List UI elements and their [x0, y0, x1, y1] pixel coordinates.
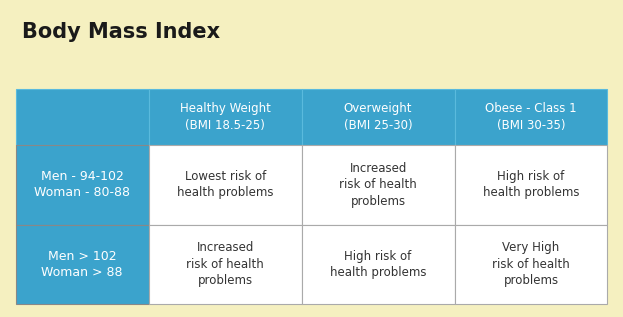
Text: Obese - Class 1
(BMI 30-35): Obese - Class 1 (BMI 30-35)	[485, 102, 577, 132]
FancyBboxPatch shape	[455, 145, 607, 224]
Text: High risk of
health problems: High risk of health problems	[330, 250, 426, 279]
Text: Body Mass Index: Body Mass Index	[22, 22, 220, 42]
FancyBboxPatch shape	[149, 145, 302, 224]
FancyBboxPatch shape	[455, 89, 607, 145]
FancyBboxPatch shape	[302, 89, 455, 145]
FancyBboxPatch shape	[149, 224, 302, 304]
Text: Increased
risk of health
problems: Increased risk of health problems	[186, 242, 264, 288]
FancyBboxPatch shape	[302, 145, 455, 224]
FancyBboxPatch shape	[16, 145, 149, 224]
Text: Increased
risk of health
problems: Increased risk of health problems	[339, 162, 417, 208]
Text: Men > 102
Woman > 88: Men > 102 Woman > 88	[41, 250, 123, 279]
FancyBboxPatch shape	[455, 224, 607, 304]
FancyBboxPatch shape	[16, 89, 149, 145]
Text: Healthy Weight
(BMI 18.5-25): Healthy Weight (BMI 18.5-25)	[180, 102, 270, 132]
FancyBboxPatch shape	[149, 89, 302, 145]
Text: Lowest risk of
health problems: Lowest risk of health problems	[177, 170, 273, 199]
Text: Men - 94-102
Woman - 80-88: Men - 94-102 Woman - 80-88	[34, 170, 130, 199]
Text: High risk of
health problems: High risk of health problems	[483, 170, 579, 199]
Text: Overweight
(BMI 25-30): Overweight (BMI 25-30)	[344, 102, 412, 132]
Text: Very High
risk of health
problems: Very High risk of health problems	[492, 242, 570, 288]
FancyBboxPatch shape	[16, 224, 149, 304]
FancyBboxPatch shape	[302, 224, 455, 304]
